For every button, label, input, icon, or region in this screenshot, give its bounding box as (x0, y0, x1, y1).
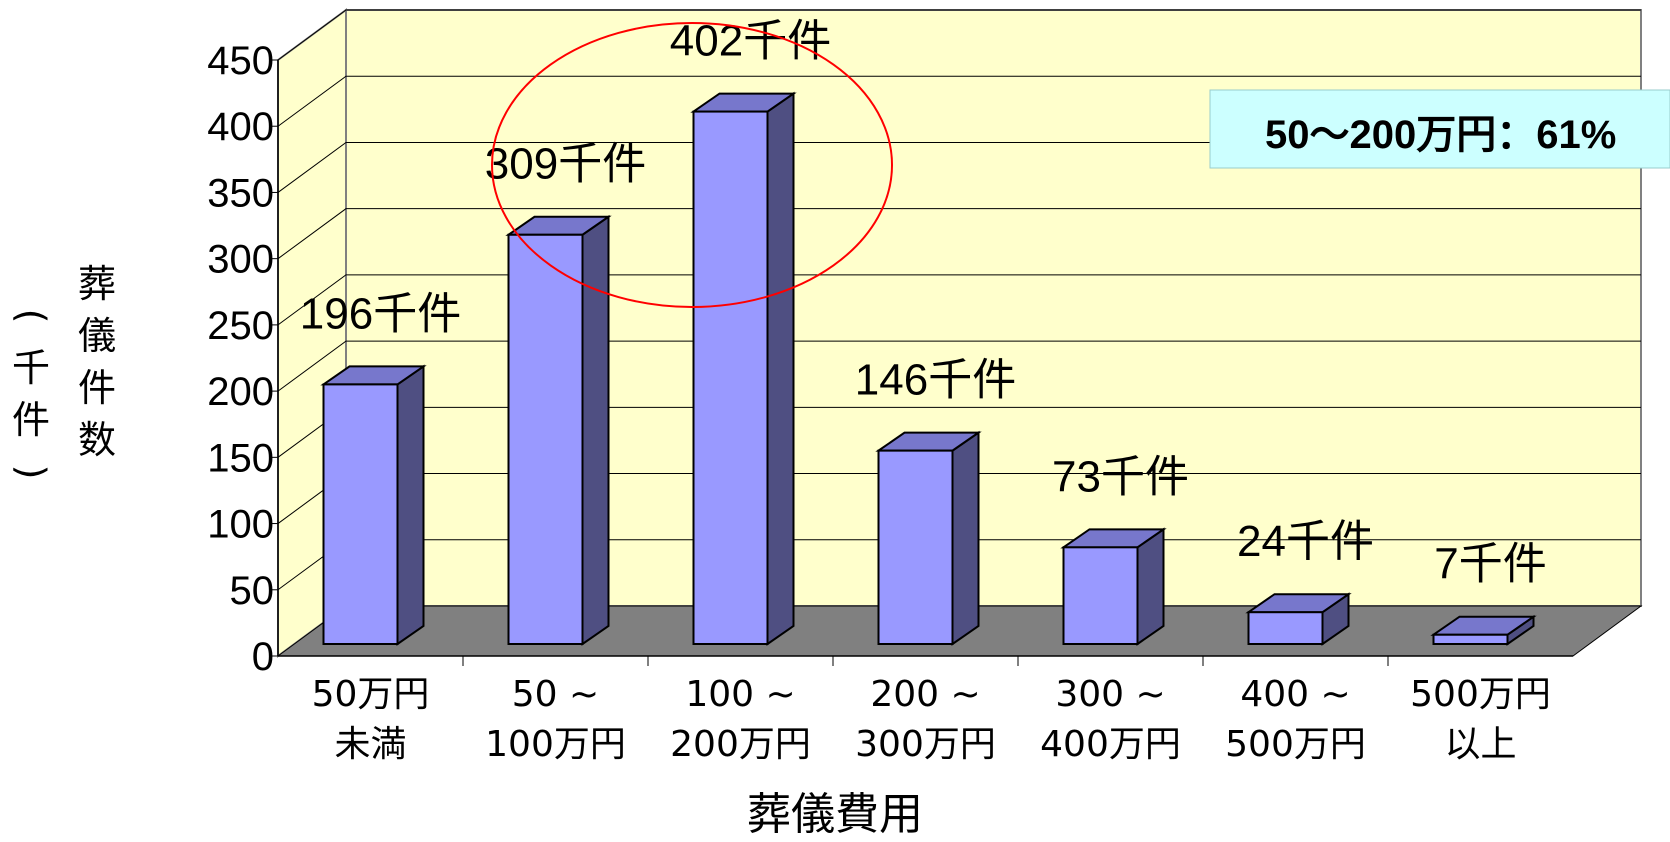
data-label: 146千件 (855, 356, 1016, 405)
x-tick-label: 100 ~ (685, 674, 795, 715)
y-tick-label: 50 (230, 569, 275, 613)
x-tick-label: 50万円 (312, 674, 430, 715)
y-axis-unit-label: ( 千 件 ) (9, 290, 53, 498)
gridline (277, 340, 1641, 392)
x-tick-label: 500万円 (1410, 674, 1551, 715)
bar-group (1430, 614, 1537, 646)
bar (1247, 611, 1324, 645)
x-tick-label: 200 ~ (870, 674, 980, 715)
x-tick-label: 400万円 (1040, 724, 1181, 765)
bar-group (1060, 527, 1167, 646)
y-tick-label: 300 (207, 238, 274, 282)
y-label-char: 数 (78, 418, 117, 462)
x-tick-label: 200万円 (670, 724, 811, 765)
x-tick-label: 300 ~ (1055, 674, 1165, 715)
bar (877, 449, 954, 645)
bar (1062, 546, 1139, 645)
annotation-text: 50～200万円：61% (1265, 113, 1616, 157)
bar-group (1245, 592, 1352, 646)
bar-side (1136, 527, 1165, 646)
gridline (277, 75, 1641, 127)
bar-group (875, 430, 982, 646)
gridline (277, 9, 1641, 61)
y-unit-char: 千 (12, 346, 51, 390)
y-tick-label: 200 (207, 370, 274, 414)
y-tick-label: 250 (207, 304, 274, 348)
bar-group (320, 364, 427, 646)
bar (507, 233, 584, 645)
bar-group (690, 91, 797, 646)
x-tick-label: 500万円 (1225, 724, 1366, 765)
bar-side (396, 364, 425, 646)
y-unit-char: ( (9, 308, 54, 324)
gridline (277, 141, 1641, 193)
bars (320, 91, 1537, 646)
data-label: 73千件 (1052, 452, 1189, 501)
data-label: 196千件 (300, 289, 461, 338)
data-label: 402千件 (670, 17, 831, 66)
y-unit-char: 件 (12, 398, 51, 442)
x-tick-label: 未満 (334, 724, 406, 765)
bar (322, 383, 399, 645)
y-tick-label: 0 (252, 635, 274, 679)
y-label-char: 件 (78, 366, 117, 410)
y-label-char: 葬 (78, 262, 117, 306)
x-tick-label: 300万円 (855, 724, 996, 765)
data-labels: 196千件 309千件 402千件 146千件 73千件 24千件 7千件 (300, 17, 1547, 589)
y-tick-label: 100 (207, 503, 274, 547)
data-label: 7千件 (1434, 540, 1546, 589)
gridline (277, 274, 1641, 326)
bar-side (766, 91, 795, 646)
y-tick-label: 400 (207, 105, 274, 149)
data-label: 309千件 (485, 140, 646, 189)
y-tick-label: 150 (207, 436, 274, 480)
y-axis-label: 葬 儀 件 数 (78, 258, 116, 466)
bar-side (581, 214, 610, 646)
gridlines (277, 9, 1641, 591)
bar-group (505, 214, 612, 646)
x-tick-label: 50 ~ (512, 674, 599, 715)
bar (692, 110, 769, 646)
y-tick-label: 350 (207, 171, 274, 215)
y-tick-labels: 0 50 100 150 200 250 300 350 400 450 (207, 39, 279, 679)
x-axis-label: 葬儀費用 (747, 789, 923, 840)
data-label: 24千件 (1237, 517, 1374, 566)
bar (1432, 633, 1509, 645)
bar-side (951, 430, 980, 646)
y-label-char: 儀 (78, 314, 117, 358)
y-tick-label: 450 (207, 39, 274, 83)
x-tick-label: 400 ~ (1240, 674, 1350, 715)
x-tick-label: 100万円 (485, 724, 626, 765)
y-unit-char: ) (9, 464, 54, 480)
gridline (277, 208, 1641, 260)
annotation-box (1209, 89, 1670, 169)
x-tick-label: 以上 (1444, 724, 1516, 765)
highlight-ellipse (491, 22, 893, 308)
